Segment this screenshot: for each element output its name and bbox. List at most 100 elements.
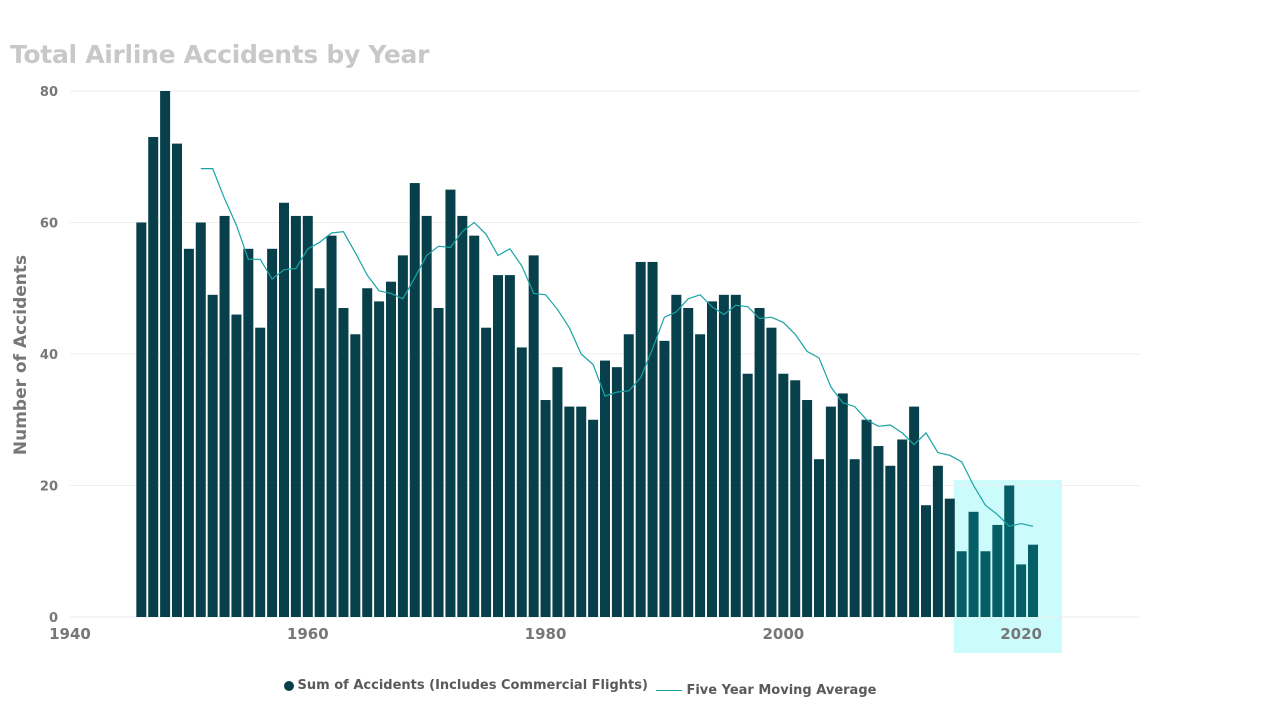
bar [457, 215, 468, 618]
bar [885, 465, 896, 617]
bar [338, 307, 349, 617]
bar [409, 183, 420, 618]
bar [243, 248, 254, 618]
bar [481, 327, 492, 617]
bar [445, 189, 456, 617]
legend: Sum of Accidents (Includes Commercial Fl… [0, 678, 1160, 698]
bar [944, 498, 955, 617]
legend-item-line[interactable]: Five Year Moving Average [656, 683, 876, 698]
bar [207, 294, 218, 617]
bar [968, 511, 979, 617]
bar [469, 235, 480, 617]
x-tick-label: 1940 [49, 625, 91, 643]
bar [540, 400, 551, 617]
bar [433, 307, 444, 617]
bar [172, 143, 182, 617]
bar [647, 261, 658, 617]
legend-item-bars[interactable]: Sum of Accidents (Includes Commercial Fl… [283, 678, 648, 693]
bar [695, 334, 706, 617]
bar [814, 459, 824, 617]
x-tick-label: 1980 [525, 625, 567, 643]
bar [623, 334, 634, 617]
y-tick-label: 80 [40, 85, 58, 100]
bar [790, 380, 801, 617]
bar [314, 288, 325, 617]
bar [754, 307, 765, 617]
bar [160, 91, 171, 617]
bar [921, 505, 931, 617]
bar [576, 406, 587, 617]
y-tick-label: 60 [40, 217, 58, 232]
y-axis-label: Number of Accidents [11, 255, 31, 455]
bar [290, 215, 301, 618]
bar [588, 419, 599, 617]
bar [362, 288, 373, 617]
y-tick-label: 20 [40, 480, 58, 495]
legend-label-bars: Sum of Accidents (Includes Commercial Fl… [297, 678, 648, 693]
bar [659, 340, 670, 617]
bar [386, 281, 396, 617]
bar [718, 294, 729, 617]
bar [219, 215, 230, 618]
bar [421, 215, 432, 618]
bar [730, 294, 741, 617]
bar [397, 255, 408, 617]
bar [528, 255, 539, 617]
x-tick-label: 2020 [1000, 625, 1042, 643]
bar [802, 400, 813, 617]
bar [778, 373, 789, 617]
bar [980, 551, 991, 617]
bar [611, 367, 622, 617]
bar [195, 222, 206, 617]
bar [516, 347, 527, 617]
bar [326, 235, 337, 617]
bar [932, 465, 943, 617]
bar [302, 215, 313, 618]
legend-line-icon [656, 689, 683, 691]
legend-label-line: Five Year Moving Average [686, 682, 877, 698]
y-tick-label: 40 [40, 348, 58, 363]
bar [873, 446, 884, 617]
x-tick-label: 2000 [762, 625, 804, 643]
bar [493, 275, 503, 617]
bar [183, 248, 194, 618]
bar [992, 524, 1003, 617]
bar [564, 406, 575, 617]
x-tick-label: 1960 [287, 625, 329, 643]
bar [600, 360, 610, 617]
bar [504, 275, 515, 617]
bar [148, 137, 159, 617]
bar [635, 261, 646, 617]
bar [1028, 544, 1038, 617]
bar-series [136, 91, 1038, 618]
moving-average-line [200, 168, 1034, 527]
bar [231, 314, 242, 617]
y-tick-label: 0 [49, 611, 58, 626]
chart-title: Total Airline Accidents by Year [10, 40, 430, 69]
bar [897, 439, 908, 617]
bar [136, 222, 147, 617]
bar [1004, 485, 1015, 617]
bar [552, 367, 563, 617]
bar [849, 459, 860, 617]
bar [956, 551, 967, 617]
bar [267, 248, 278, 618]
legend-dot-icon [283, 680, 294, 691]
bar [766, 327, 777, 617]
bar [825, 406, 836, 617]
bar [742, 373, 753, 617]
bar [255, 327, 266, 617]
bar [671, 294, 682, 617]
bar [909, 406, 920, 617]
bar [837, 393, 848, 617]
line-series [200, 168, 1034, 527]
bar [374, 301, 385, 617]
bar [350, 334, 361, 617]
bar [683, 307, 694, 617]
bar [279, 202, 289, 617]
bar [1016, 564, 1027, 617]
bar [707, 301, 717, 617]
axis-labels: 0 20 40 60 80 1940 1960 1980 2000 2020 [40, 85, 1042, 643]
bar [861, 419, 872, 617]
